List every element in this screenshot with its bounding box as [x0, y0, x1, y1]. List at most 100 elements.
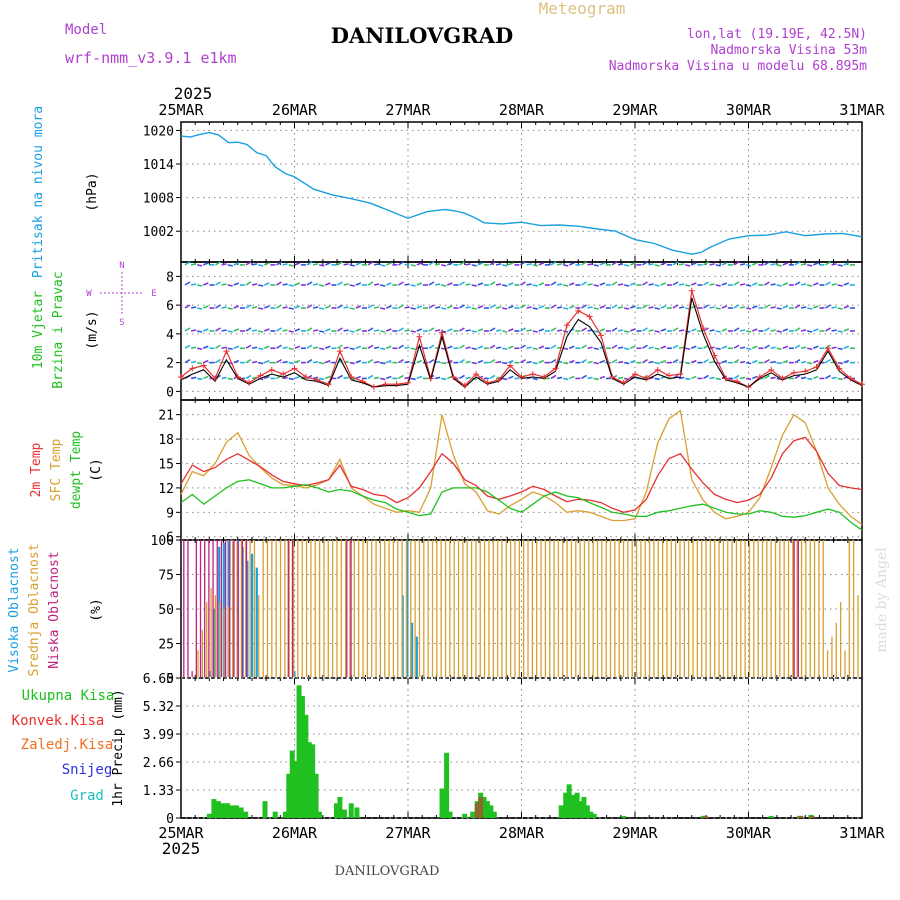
wind-arrow [495, 329, 502, 332]
wind-arrow [386, 305, 392, 309]
wind-arrow [538, 359, 545, 364]
wind-arrow [251, 360, 258, 364]
wind-arrow [678, 283, 685, 286]
wind-arrow [355, 345, 362, 349]
precip-bar [313, 773, 319, 818]
gust-marker [529, 371, 536, 378]
wind-arrow [672, 304, 679, 309]
wind-arrow [245, 374, 252, 380]
wind-arrow [520, 344, 526, 349]
wind-arrow [831, 376, 837, 380]
precip-bar [316, 811, 322, 818]
gust-marker [257, 372, 264, 379]
wind-arrow [337, 261, 343, 266]
wind-arrow [477, 345, 484, 349]
wind-arrow [264, 375, 270, 380]
gust-marker [790, 369, 797, 376]
precip-bar [768, 815, 774, 818]
wind-arrow [215, 281, 221, 286]
wind-arrow [367, 281, 374, 286]
wind-arrow [691, 375, 697, 380]
wind-arrow [672, 281, 679, 286]
wind-arrow [471, 361, 477, 365]
wind-arrow [349, 330, 355, 333]
wind-arrow [678, 306, 685, 309]
model-label: Model [65, 22, 107, 38]
wind-arrow [294, 345, 301, 349]
wind-arrow [325, 262, 331, 266]
wind-arrow [813, 282, 819, 286]
model-elevation-label: Nadmorska Visina u modelu 68.895m [609, 59, 867, 74]
y-tick-label: 6 [166, 531, 174, 546]
wind-arrow [532, 330, 538, 333]
wind-arrow [800, 346, 807, 350]
y-tick-label: 18 [158, 433, 174, 448]
wind-arrow [550, 358, 557, 364]
wind-arrow [343, 306, 349, 309]
gust-marker [450, 374, 457, 380]
wind-arrow [752, 359, 758, 364]
precip-bar [289, 750, 295, 818]
wind-arrow [282, 346, 288, 350]
wind-arrow [282, 306, 288, 309]
wind-arrow [508, 328, 514, 332]
precip-bar [481, 796, 487, 818]
wind-arrow [685, 264, 691, 267]
y-tick-label: 1014 [143, 158, 174, 173]
wind-arrow [276, 358, 282, 364]
wind-arrow [373, 346, 380, 350]
top-date-label: 26MAR [272, 101, 318, 119]
gust-marker [200, 362, 207, 369]
wind-arrow [465, 360, 471, 364]
elevation-label: Nadmorska Visina 53m [710, 43, 867, 58]
wind-arrow [489, 344, 496, 349]
wind-arrow [581, 358, 587, 364]
gust-marker [700, 325, 707, 332]
wind-arrow [245, 281, 252, 286]
wind-arrow [630, 262, 636, 266]
wind-arrow [843, 282, 850, 286]
wind-arrow [221, 376, 227, 380]
wind-arrow [660, 345, 667, 349]
gust-marker [370, 384, 377, 391]
wind-arrow [746, 284, 752, 287]
wind-arrow [398, 304, 404, 309]
wind-arrow [367, 261, 374, 266]
wind-arrow [227, 347, 233, 351]
wind-arrow [197, 264, 203, 267]
wind-arrow [386, 375, 392, 380]
wind-arrow [709, 283, 715, 286]
wind-arrow [624, 307, 630, 310]
gust-marker [654, 366, 661, 373]
gust-marker [461, 382, 468, 389]
wind-arrow [245, 344, 252, 349]
wind-arrow [325, 282, 331, 286]
year-top: 2025 [174, 84, 213, 103]
wind-arrow [678, 263, 685, 266]
y-tick-label: 1002 [143, 225, 174, 240]
wind-arrow [672, 344, 679, 349]
wind-arrow [288, 347, 294, 351]
wind-arrow [215, 261, 221, 266]
wind-arrow [227, 330, 233, 333]
wind-arrow [380, 377, 386, 381]
wind-arrow [355, 305, 362, 309]
wind-arrow [447, 328, 453, 332]
wind-arrow [184, 281, 191, 286]
precip-bar [444, 752, 450, 818]
wind-arrow [312, 306, 319, 309]
wind-arrow [306, 304, 313, 309]
y-tick-label: 8 [166, 270, 174, 285]
gust-marker [609, 374, 616, 380]
wind-arrow [428, 304, 435, 309]
wind-arrow [776, 330, 782, 333]
wind-arrow [800, 360, 807, 364]
wind-arrow [691, 305, 697, 309]
bottom-date-label: 29MAR [612, 824, 658, 842]
wind-arrow [550, 344, 557, 349]
wind-arrow [264, 262, 270, 266]
wind-arrow [355, 262, 362, 266]
wind-arrow [807, 377, 813, 381]
y-axis-label: Pritisak na nivou mora [31, 106, 46, 278]
wind-arrow [495, 283, 502, 286]
